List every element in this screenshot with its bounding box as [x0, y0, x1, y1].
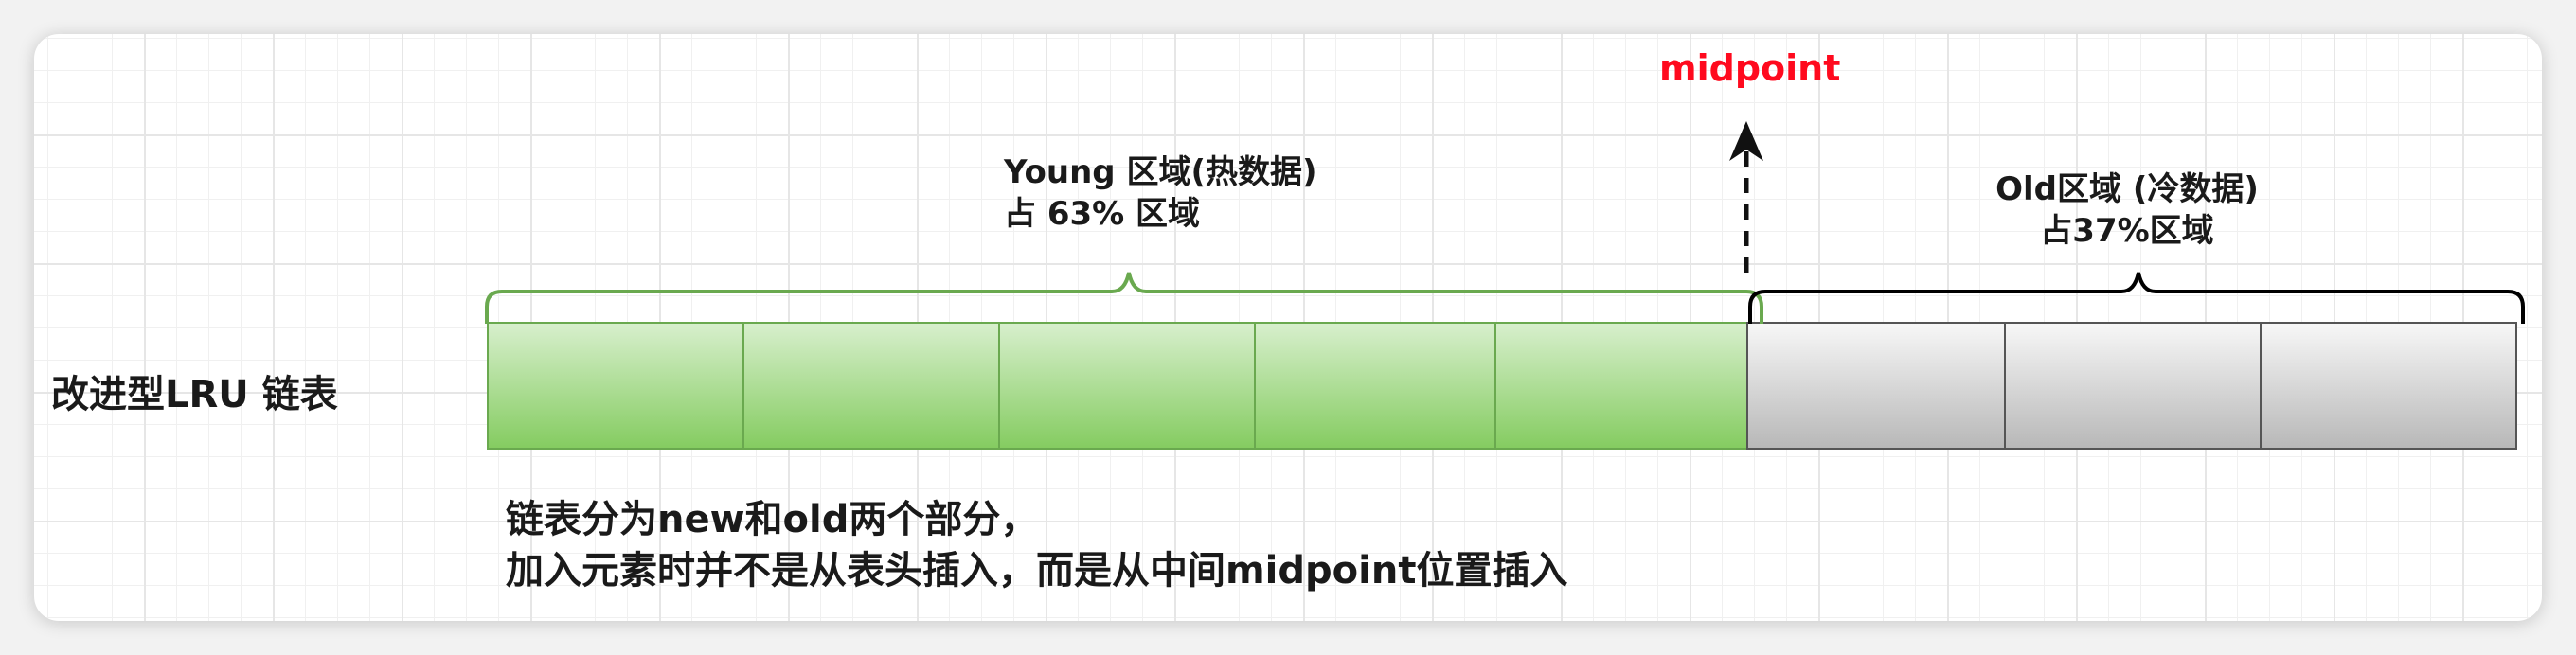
lru-list-label: 改进型LRU 链表 [51, 373, 338, 416]
young-region-share: 占 63% 区域 [1004, 195, 1201, 233]
old-region-title: Old区域 (冷数据) [1995, 170, 2259, 208]
midpoint-label: midpoint [1659, 47, 1841, 89]
description-line-2: 加入元素时并不是从表头插入，而是从中间midpoint位置插入 [506, 549, 1568, 593]
young-list-cell [742, 322, 1000, 450]
young-list-cell [1254, 322, 1496, 450]
old-list-cell [2260, 322, 2517, 450]
old-region-label: Old区域 (冷数据) 占37%区域 [1957, 168, 2298, 252]
young-region-title: Young 区域(热数据) [1004, 153, 1317, 191]
midpoint-arrowhead [1729, 121, 1763, 161]
diagram-canvas: 改进型LRU 链表 midpoint Young 区域(热数据) 占 63% 区… [34, 34, 2542, 621]
young-list-cell [998, 322, 1256, 450]
young-region-brace [485, 272, 1763, 324]
diagram-overlay [485, 121, 2525, 324]
old-list-cell [1746, 322, 2006, 450]
description-line-1: 链表分为new和old两个部分， [506, 498, 1039, 541]
young-list-cell [487, 322, 744, 450]
old-region-share: 占37%区域 [2040, 212, 2214, 250]
old-region-brace [1748, 272, 2525, 324]
lru-description: 链表分为new和old两个部分， 加入元素时并不是从表头插入，而是从中间midp… [506, 494, 1567, 596]
lru-list-bar [487, 322, 2517, 450]
young-region-label: Young 区域(热数据) 占 63% 区域 [1004, 151, 1317, 235]
